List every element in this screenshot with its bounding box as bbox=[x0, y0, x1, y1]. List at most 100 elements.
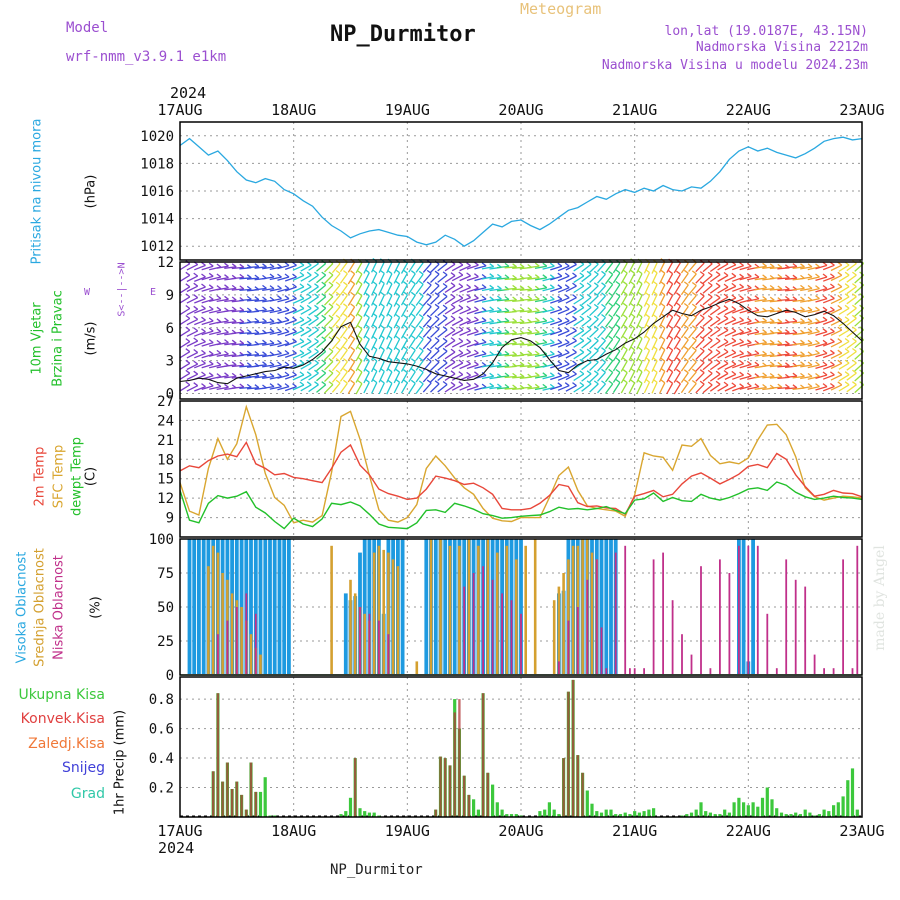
wind-barb bbox=[378, 371, 385, 383]
grid-layer bbox=[180, 122, 862, 817]
precip-conv-bar bbox=[434, 809, 437, 817]
wind-barb bbox=[597, 262, 606, 273]
wind-barb-flag bbox=[434, 315, 440, 320]
wind-barb bbox=[695, 372, 705, 382]
wind-barb bbox=[688, 316, 697, 327]
wind-barb bbox=[269, 331, 282, 335]
wind-barb bbox=[688, 261, 697, 273]
wind-barb bbox=[754, 277, 767, 281]
wind-barb-flag bbox=[314, 314, 319, 319]
wind-barb-flag bbox=[586, 337, 592, 342]
y-tick-label: 1020 bbox=[140, 129, 174, 145]
wind-barb bbox=[724, 264, 737, 271]
wind-barb bbox=[393, 305, 401, 317]
wind-barb bbox=[695, 262, 705, 273]
wind-barb bbox=[331, 317, 341, 328]
wind-barb bbox=[717, 274, 729, 283]
wind-barb bbox=[444, 306, 456, 315]
wind-barb-flag bbox=[466, 360, 471, 365]
wind-barb-flag bbox=[593, 380, 599, 385]
mid-cloud-bar bbox=[349, 579, 352, 674]
wind-barb-flag bbox=[844, 371, 850, 376]
wind-barb bbox=[363, 327, 370, 339]
wind-barb-layer bbox=[179, 257, 865, 395]
precip-total-bar bbox=[585, 790, 589, 817]
high-cloud-bar bbox=[197, 539, 201, 674]
wind-barb-flag bbox=[707, 348, 713, 353]
wind-barb bbox=[209, 297, 222, 303]
wind-barb bbox=[422, 306, 432, 317]
precip-conv-bar bbox=[481, 693, 485, 817]
wind-barb bbox=[201, 308, 214, 314]
wind-barb-flag bbox=[284, 261, 290, 267]
wind-barb bbox=[415, 283, 424, 295]
wind-barb bbox=[363, 295, 370, 307]
wind-barb bbox=[415, 295, 424, 306]
wind-barb bbox=[308, 351, 319, 359]
wind-barb-flag bbox=[504, 295, 510, 301]
wind-barb-flag bbox=[512, 329, 517, 334]
wind-barb-flag bbox=[239, 318, 245, 323]
wind-barb bbox=[347, 361, 356, 373]
wind-barb-flag bbox=[262, 372, 267, 377]
wind-barb-flag bbox=[527, 361, 533, 367]
wind-barb-flag bbox=[442, 347, 448, 352]
precip-total-bar bbox=[737, 797, 741, 817]
wind-barb-flag bbox=[350, 358, 355, 363]
wind-barb bbox=[550, 308, 562, 314]
wind-barb bbox=[717, 329, 729, 337]
wind-barb-flag bbox=[699, 304, 705, 309]
wind-barb bbox=[769, 331, 782, 335]
x-tick-label-top: 22AUG bbox=[726, 101, 771, 119]
wind-barb-flag bbox=[372, 281, 378, 286]
wind-barb bbox=[254, 287, 267, 291]
low-cloud-bar bbox=[520, 613, 522, 674]
wind-barb-flag bbox=[519, 373, 525, 378]
wind-barb-flag bbox=[630, 281, 635, 286]
precip-total-bar bbox=[846, 780, 850, 817]
wind-barb-flag bbox=[481, 328, 487, 333]
wind-barb-flag bbox=[403, 314, 408, 319]
wind-barb-flag bbox=[608, 325, 614, 330]
wind-barb bbox=[444, 285, 456, 293]
low-cloud-bar bbox=[804, 586, 807, 674]
precip-total-bar bbox=[794, 812, 798, 817]
wind-barb bbox=[830, 297, 843, 305]
high-cloud-bar bbox=[751, 539, 755, 674]
wind-barb-flag bbox=[615, 302, 621, 307]
wind-barb bbox=[688, 273, 697, 284]
wind-barb bbox=[732, 276, 744, 282]
precip-total-bar bbox=[614, 814, 618, 817]
wind-barb-flag bbox=[785, 350, 790, 355]
wind-barb bbox=[269, 352, 282, 357]
wind-barb-flag bbox=[481, 361, 487, 367]
wind-barb bbox=[709, 307, 721, 316]
wind-barb-flag bbox=[504, 372, 510, 377]
wind-barb bbox=[695, 350, 705, 361]
wind-barb-flag bbox=[269, 372, 275, 378]
wind-barb bbox=[597, 306, 606, 317]
wind-barb bbox=[339, 261, 348, 273]
wind-barb-flag bbox=[299, 381, 305, 386]
wind-barb-flag bbox=[622, 357, 628, 362]
wind-barb-flag bbox=[852, 293, 857, 298]
wind-barb-flag bbox=[754, 340, 760, 345]
wind-barb bbox=[437, 317, 448, 327]
y-tick-label: 9 bbox=[166, 511, 174, 527]
wind-barb-flag bbox=[418, 313, 424, 319]
wind-barb bbox=[437, 295, 448, 305]
wind-barb bbox=[792, 375, 805, 379]
wind-barb bbox=[534, 375, 547, 379]
wind-barb bbox=[430, 350, 440, 360]
wind-barb bbox=[430, 263, 440, 273]
wind-barb bbox=[444, 340, 456, 348]
wind-barb-flag bbox=[481, 317, 487, 322]
precip-conv-bar bbox=[221, 781, 224, 817]
wind-barb bbox=[415, 305, 424, 316]
wind-barb bbox=[194, 264, 206, 271]
panel-frame-cloud bbox=[179, 538, 863, 676]
wind-barb bbox=[636, 306, 643, 318]
wind-barb bbox=[815, 342, 828, 348]
wind-barb-flag bbox=[615, 335, 621, 340]
wind-barb bbox=[400, 272, 408, 284]
